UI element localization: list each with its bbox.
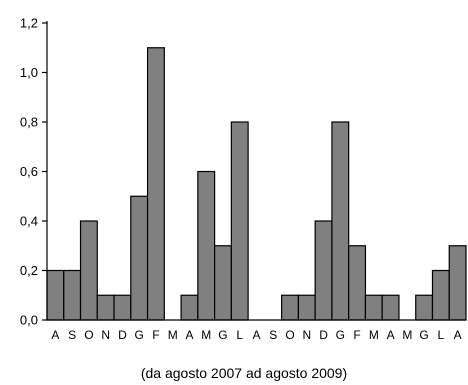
x-tick-label: A: [252, 328, 260, 342]
y-tick-label: 0,2: [20, 263, 38, 278]
x-tick-label: M: [201, 328, 211, 342]
x-tick-label: L: [438, 328, 445, 342]
bar: [113, 294, 132, 321]
bar: [381, 294, 400, 321]
x-axis-title: (da agosto 2007 ad agosto 2009): [141, 365, 347, 381]
bar: [331, 121, 350, 321]
bar: [214, 245, 232, 321]
x-tick-label: F: [353, 328, 360, 342]
x-tick-label: O: [84, 328, 93, 342]
x-tick-label: M: [402, 328, 412, 342]
x-tick-label: M: [369, 328, 379, 342]
x-tick-label: N: [101, 328, 110, 342]
x-tick-label: A: [387, 328, 395, 342]
bar: [63, 269, 82, 321]
bar: [46, 269, 65, 321]
y-tick-label: 0,0: [20, 313, 38, 328]
bar: [230, 121, 249, 321]
x-tick-label: D: [319, 328, 328, 342]
bar: [431, 269, 450, 321]
bar: [314, 220, 333, 321]
x-tick-label: A: [454, 328, 462, 342]
bar: [415, 294, 434, 321]
bar: [297, 294, 316, 321]
x-tick-label: S: [269, 328, 277, 342]
bar: [448, 245, 467, 321]
x-tick-label: G: [419, 328, 428, 342]
x-tick-label: L: [236, 328, 243, 342]
x-tick-label: S: [68, 328, 76, 342]
x-tick-label: G: [218, 328, 227, 342]
bar: [79, 220, 98, 321]
bar: [96, 294, 115, 321]
bars: [46, 47, 467, 321]
y-tick-label: 1,2: [20, 16, 38, 31]
x-tick-label: F: [152, 328, 159, 342]
y-tick-label: 0,4: [20, 214, 38, 229]
x-tick-label: O: [285, 328, 294, 342]
bar: [281, 294, 300, 321]
x-tick-label: M: [168, 328, 178, 342]
y-tick-label: 0,6: [20, 164, 38, 179]
y-axis-ticks: 0,0 0,2 0,4 0,6 0,8 1,0 1,2: [20, 16, 47, 328]
x-tick-label: G: [135, 328, 144, 342]
x-tick-label: A: [185, 328, 193, 342]
bar: [180, 294, 199, 321]
x-tick-label: A: [51, 328, 59, 342]
bar: [364, 294, 383, 321]
bar: [146, 47, 165, 321]
x-tick-label: D: [118, 328, 127, 342]
bar: [130, 195, 149, 321]
y-tick-label: 0,8: [20, 115, 38, 130]
bar: [197, 170, 216, 321]
x-tick-label: N: [302, 328, 311, 342]
y-tick-label: 1,0: [20, 65, 38, 80]
bar: [348, 245, 367, 321]
x-tick-label: G: [336, 328, 345, 342]
